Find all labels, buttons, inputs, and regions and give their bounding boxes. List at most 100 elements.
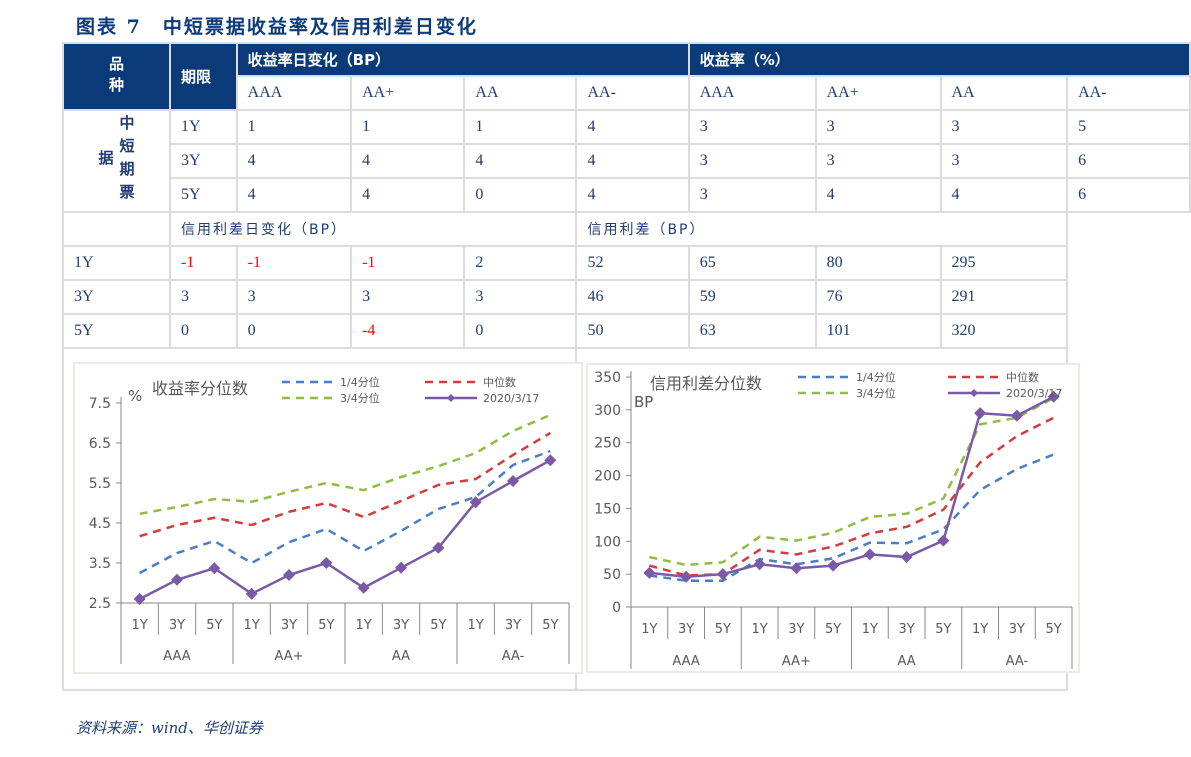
- change-cell: -1: [235, 245, 353, 281]
- level-cell: 291: [939, 279, 1069, 315]
- level-cell: 5: [1066, 109, 1191, 145]
- level-cell: 65: [687, 245, 817, 281]
- change-cell: 4: [235, 177, 353, 213]
- x-tick-label: 1Y: [642, 622, 658, 637]
- x-tick-label: 3Y: [1009, 622, 1025, 637]
- term-cell: 3Y: [62, 279, 171, 315]
- y-tick-label: 5.5: [89, 476, 111, 492]
- level-cell: 6: [1066, 143, 1191, 179]
- spread-chart-cell: 0 50 100 150 200 250 300 350 1Y 3Y 5Y 1Y 3Y 5Y 1Y 3Y 5Y 1…: [575, 347, 1081, 691]
- term-cell: 1Y: [169, 109, 238, 145]
- data-point-marker: [974, 407, 987, 420]
- y-unit-label: %: [128, 387, 142, 405]
- y-tick-label: 3.5: [89, 556, 111, 572]
- x-tick-label: 5Y: [1046, 622, 1062, 637]
- change-cell: 0: [463, 313, 578, 349]
- rating-header-AA: AA: [463, 75, 578, 111]
- level-cell: 46: [575, 279, 690, 315]
- x-tick-label: 1Y: [862, 622, 878, 637]
- legend-label: 3/4分位: [856, 386, 896, 400]
- change-cell: 2: [463, 245, 578, 281]
- data-table: 品种 期限 收益率日变化（BP） 收益率（%） AAA AA+ AA AA- AAA AA…: [61, 42, 1191, 691]
- yield-header: 收益率（%）: [687, 42, 1191, 77]
- level-cell: 3: [939, 109, 1069, 145]
- x-tick-label: 5Y: [825, 622, 841, 637]
- data-point-marker: [469, 496, 482, 509]
- x-tick-label: 3Y: [789, 622, 805, 637]
- change-cell: 4: [235, 143, 353, 179]
- change-cell: 4: [463, 143, 578, 179]
- data-point-marker: [133, 593, 146, 605]
- series-line-3/4分位: [139, 413, 551, 516]
- change-cell: 3: [463, 279, 578, 315]
- y-tick-label: 100: [595, 534, 622, 550]
- data-point-marker: [717, 568, 730, 581]
- y-unit-label: BP: [634, 393, 653, 411]
- legend-label: 1/4分位: [856, 370, 896, 384]
- x-tick-label: 1Y: [244, 618, 260, 633]
- rating-header-AA+: AA+: [350, 75, 466, 111]
- level-cell: 320: [939, 313, 1069, 349]
- product-header: 品种: [62, 42, 171, 111]
- series-line-2020/3/17: [649, 395, 1055, 579]
- x-tick-label: 3Y: [393, 618, 409, 633]
- y-tick-label: 250: [595, 436, 622, 452]
- yield-chart-svg: 2.5 3.5 4.5 5.5 6.5 7.5 1Y 3Y 5Y 1Y 3Y 5Y 1Y 3Y 5Y 1Y 3Y…: [89, 375, 570, 664]
- y-tick-label: 7.5: [89, 396, 111, 412]
- change-cell: 0: [463, 177, 578, 213]
- legend-label: 3/4分位: [340, 391, 380, 405]
- data-point-marker: [680, 570, 693, 583]
- y-tick-label: 150: [595, 501, 622, 517]
- change-cell: 0: [169, 313, 238, 349]
- x-tick-label: 5Y: [430, 618, 446, 633]
- chart-title: 收益率分位数: [152, 379, 248, 398]
- table-row: 3Y 3 3 3 3 46 59 76 291: [62, 279, 1190, 315]
- data-point-marker: [1048, 390, 1061, 403]
- level-cell: 3: [687, 177, 817, 213]
- chart-row: 2.5 3.5 4.5 5.5 6.5 7.5 1Y 3Y 5Y 1Y 3Y 5Y 1Y 3Y 5Y 1Y 3Y…: [61, 347, 1190, 691]
- x-group-label: AA: [392, 649, 410, 664]
- x-group-label: AA+: [782, 654, 811, 669]
- change-cell: 4: [575, 177, 690, 213]
- change-cell: 3: [169, 279, 238, 315]
- change-cell: 3: [235, 279, 353, 315]
- x-group-label: AA: [898, 654, 916, 669]
- data-point-marker: [357, 581, 370, 594]
- change-cell: 1: [350, 109, 466, 145]
- x-group-label: AA+: [274, 649, 303, 664]
- x-group-label: AAA: [673, 654, 701, 669]
- level-cell: 63: [687, 313, 817, 349]
- change-cell: 4: [575, 143, 690, 179]
- level-cell: 3: [939, 143, 1069, 179]
- spread-subheader-row: 信用利差日变化（BP） 信用利差（BP）: [62, 211, 1190, 247]
- series-line-2020/3/17: [139, 459, 551, 601]
- level-cell: 50: [575, 313, 690, 349]
- table-row: 3Y 4 4 4 4 3 3 3 6: [63, 143, 1191, 179]
- level-cell: 3: [687, 109, 817, 145]
- x-tick-label: 1Y: [468, 618, 484, 633]
- spread-quantile-chart: 0 50 100 150 200 250 300 350 1Y 3Y 5Y 1Y 3Y 5Y 1Y 3Y 5Y 1…: [586, 363, 1081, 673]
- x-group-label: AA-: [1006, 654, 1029, 669]
- spread-header: 信用利差（BP）: [575, 211, 1069, 247]
- level-cell: 295: [939, 245, 1069, 281]
- data-point-marker: [901, 551, 914, 564]
- y-tick-label: 350: [595, 370, 622, 386]
- x-tick-label: 1Y: [132, 618, 148, 633]
- chart-title: 信用利差分位数: [650, 374, 762, 393]
- data-point-marker: [937, 534, 950, 547]
- product-name: 中短期票据: [62, 109, 171, 213]
- x-tick-label: 3Y: [505, 618, 521, 633]
- level-cell: 76: [814, 279, 942, 315]
- y-tick-label: 6.5: [89, 436, 111, 452]
- term-cell: 3Y: [169, 143, 238, 179]
- y-tick-label: 4.5: [89, 516, 111, 532]
- rating-header-AA-: AA-: [575, 75, 690, 111]
- data-point-marker: [1011, 409, 1024, 422]
- x-tick-label: 3Y: [899, 622, 915, 637]
- level-cell: 80: [814, 245, 942, 281]
- data-point-marker: [544, 454, 557, 467]
- legend-label: 中位数: [1006, 370, 1039, 384]
- yield-chart-cell: 2.5 3.5 4.5 5.5 6.5 7.5 1Y 3Y 5Y 1Y 3Y 5Y 1Y 3Y 5Y 1Y 3Y…: [61, 347, 583, 691]
- data-point-marker: [320, 557, 333, 569]
- series-line-1/4分位: [649, 453, 1055, 582]
